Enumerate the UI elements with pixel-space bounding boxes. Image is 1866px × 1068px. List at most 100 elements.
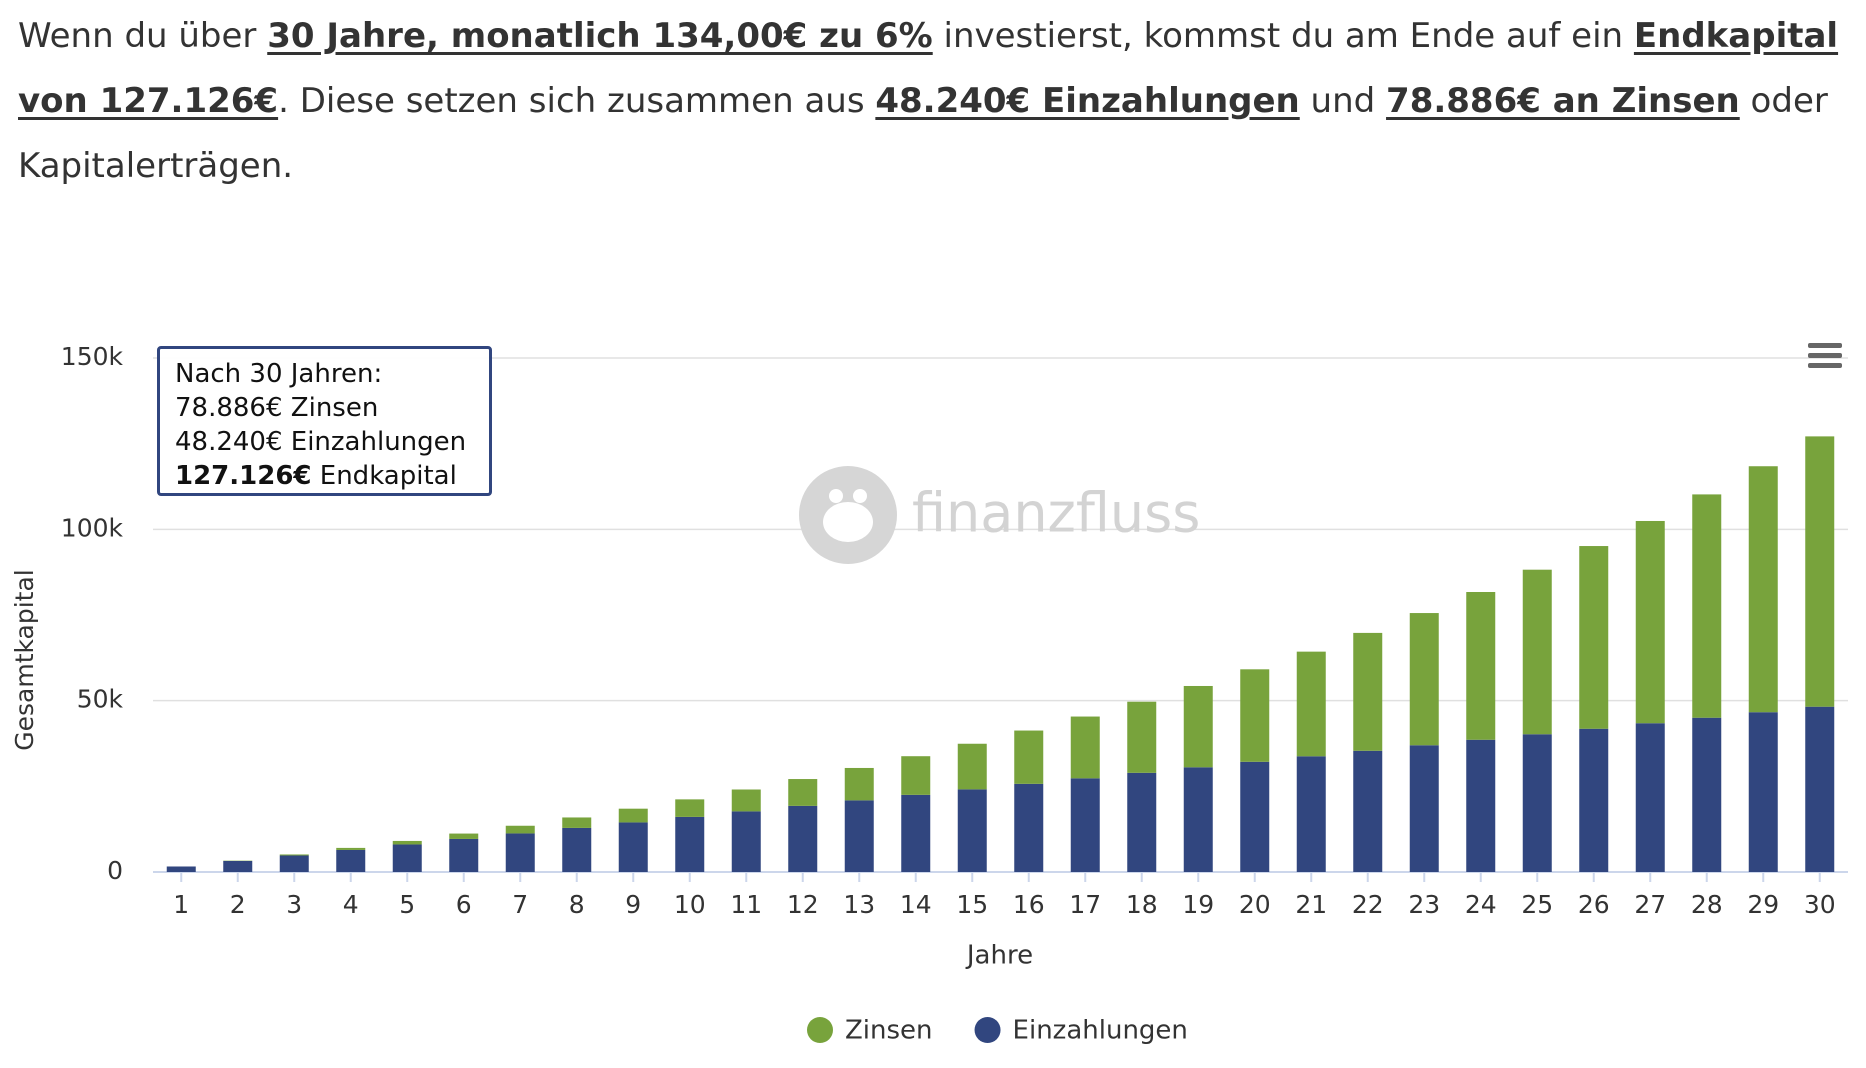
- x-tick-label: 9: [625, 890, 641, 919]
- bar-segment: [1748, 712, 1778, 872]
- bar-segment: [675, 816, 705, 872]
- x-tick-label: 4: [343, 890, 359, 919]
- bar-segment: [1127, 772, 1157, 872]
- bar-segment: [279, 855, 309, 872]
- bar-segment: [901, 794, 931, 872]
- bar-segment: [1522, 734, 1552, 872]
- x-tick-label: 1: [173, 890, 189, 919]
- bar-segment: [731, 789, 761, 812]
- highlight-text: 48.240€ Einzahlungen: [875, 81, 1300, 121]
- text: . Diese setzen sich zusammen aus: [278, 81, 876, 121]
- bar-segment: [1466, 592, 1496, 740]
- x-tick-label: 30: [1804, 890, 1836, 919]
- bar-segment: [901, 756, 931, 795]
- bar-segment: [449, 838, 479, 872]
- x-tick-label: 13: [843, 890, 875, 919]
- x-tick-label: 27: [1634, 890, 1666, 919]
- bar-segment: [1409, 613, 1439, 746]
- highlight-text: 78.886€ an Zinsen: [1386, 81, 1740, 121]
- x-tick-label: 2: [230, 890, 246, 919]
- bar-segment: [1240, 761, 1270, 872]
- x-tick-label: 15: [956, 890, 988, 919]
- intro-text: Wenn du über 30 Jahre, monatlich 134,00€…: [18, 4, 1858, 199]
- bar-segment: [1579, 728, 1609, 872]
- bar-segment: [1805, 436, 1835, 707]
- bar-segment: [1409, 745, 1439, 872]
- highlight-text: 30 Jahre, monatlich 134,00€ zu 6%: [267, 16, 933, 56]
- x-tick-label: 3: [286, 890, 302, 919]
- bar-segment: [505, 825, 535, 834]
- legend-marker: [807, 1017, 833, 1043]
- bar-segment: [562, 817, 592, 828]
- bar-segment: [957, 789, 987, 872]
- bar-segment: [788, 779, 818, 806]
- bar-segment: [1296, 651, 1326, 757]
- bar-segment: [731, 811, 761, 872]
- x-tick-label: 18: [1126, 890, 1158, 919]
- bar-segment: [279, 854, 309, 856]
- x-axis-title: Jahre: [965, 941, 1033, 971]
- y-axis-title: Gesamtkapital: [10, 569, 39, 751]
- x-tick-label: 14: [900, 890, 932, 919]
- bar-segment: [1635, 520, 1665, 724]
- bar-segment: [505, 833, 535, 872]
- legend-label: Einzahlungen: [1013, 1016, 1188, 1046]
- x-tick-label: 11: [730, 890, 762, 919]
- bar-segment: [1014, 730, 1044, 784]
- x-tick-label: 25: [1521, 890, 1553, 919]
- x-tick-label: 6: [456, 890, 472, 919]
- x-tick-label: 22: [1352, 890, 1384, 919]
- tooltip: Nach 30 Jahren: 78.886€ Zinsen 48.240€ E…: [157, 346, 492, 496]
- tooltip-line: 78.886€ Zinsen: [175, 393, 379, 423]
- watermark-logo: [799, 466, 897, 564]
- menu-button[interactable]: [1808, 343, 1842, 368]
- bar-segment: [223, 860, 253, 872]
- x-tick-label: 12: [787, 890, 819, 919]
- y-tick-label: 50k: [77, 685, 124, 714]
- watermark: finanzfluss: [912, 482, 1200, 545]
- tooltip-line: 48.240€ Einzahlungen: [175, 427, 467, 457]
- x-tick-label: 7: [512, 890, 528, 919]
- legend-marker: [974, 1017, 1001, 1043]
- bar-segment: [392, 844, 422, 872]
- bar-segment: [1353, 750, 1383, 872]
- x-tick-label: 24: [1465, 890, 1497, 919]
- bar-segment: [336, 849, 366, 872]
- x-tick-label: 17: [1069, 890, 1101, 919]
- bar-segment: [618, 822, 648, 872]
- tooltip-total: 127.126€ Endkapital: [175, 459, 474, 493]
- x-tick-label: 19: [1182, 890, 1214, 919]
- bar-segment: [1127, 701, 1157, 773]
- bar-segment: [1635, 723, 1665, 872]
- bar-segment: [1240, 669, 1270, 762]
- bar-segment: [844, 800, 874, 872]
- bar-segment: [166, 866, 196, 872]
- bar-segment: [957, 743, 987, 790]
- bar-segment: [1579, 546, 1609, 729]
- bar-segment: [788, 805, 818, 872]
- bar-segment: [1183, 767, 1213, 872]
- bar-segment: [1805, 706, 1835, 872]
- highlight-text: Endkapital von 127.126€: [18, 16, 1839, 121]
- bar-segment: [1183, 685, 1213, 768]
- tooltip-title: Nach 30 Jahren:: [175, 359, 383, 389]
- x-tick-label: 16: [1013, 890, 1045, 919]
- text: oder Kapitalerträgen.: [18, 81, 1828, 186]
- x-tick-label: 26: [1578, 890, 1610, 919]
- x-tick-label: 21: [1295, 890, 1327, 919]
- tooltip-total-value: 127.126€: [175, 461, 312, 491]
- bar-segment: [1353, 632, 1383, 751]
- bar-segment: [1748, 466, 1778, 713]
- bar-segment: [844, 767, 874, 801]
- text: investierst, kommst du am Ende auf ein: [932, 16, 1634, 56]
- bar-segment: [1296, 756, 1326, 872]
- bar-segment: [562, 827, 592, 872]
- text: und: [1299, 81, 1387, 121]
- x-tick-label: 20: [1239, 890, 1271, 919]
- x-tick-label: 29: [1747, 890, 1779, 919]
- bar-segment: [392, 840, 422, 845]
- bar-segment: [1466, 739, 1496, 872]
- y-tick-label: 100k: [61, 513, 124, 542]
